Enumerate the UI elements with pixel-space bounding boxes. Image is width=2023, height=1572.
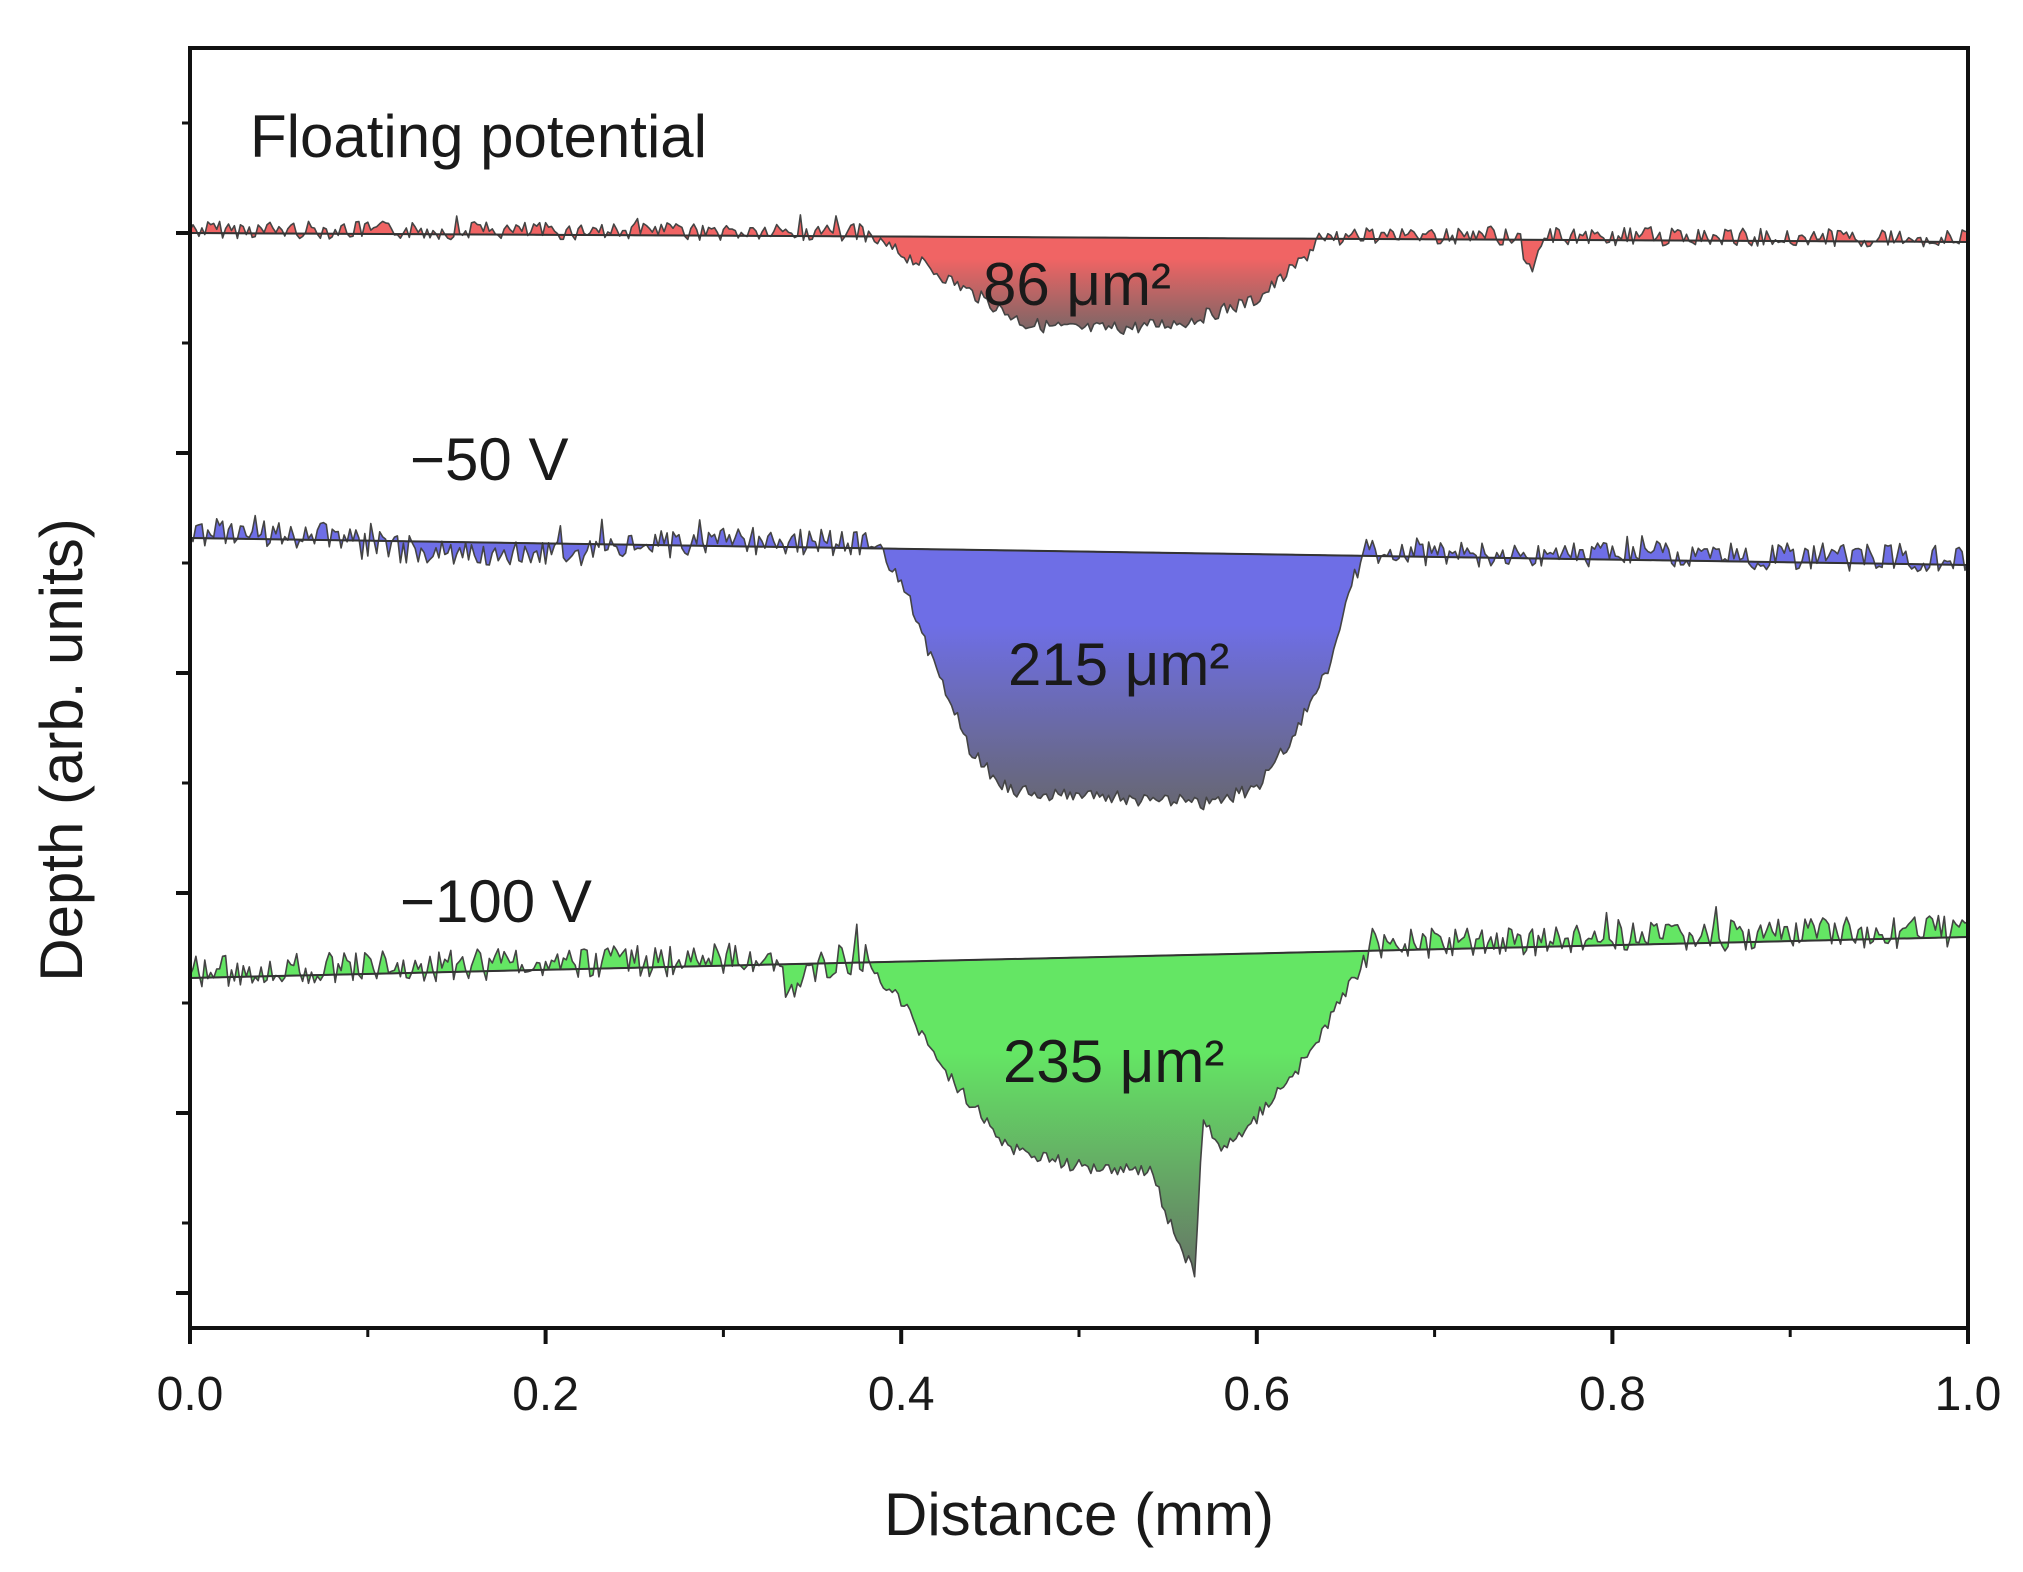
area-label-minus-100v: 235 μm² [1003,1028,1224,1095]
series-baseline-2 [189,936,1969,979]
series-fills [189,214,1969,1278]
series-label-minus-100v: −100 V [400,868,592,935]
series-label-minus-50v: −50 V [410,426,568,493]
area-label-minus-50v: 215 μm² [1008,631,1229,698]
x-tick-label: 1.0 [1935,1368,2002,1421]
x-tick-label: 0.8 [1579,1368,1646,1421]
series-baseline-1 [189,537,1969,566]
series-baseline-0 [189,232,1969,243]
y-axis-title: Depth (arb. units) [28,518,95,982]
x-tick-label: 0.4 [868,1368,935,1421]
x-tick-label: 0.6 [1223,1368,1290,1421]
x-axis-title: Distance (mm) [884,1481,1274,1548]
x-tick-label: 0.0 [157,1368,224,1421]
y-axis-ticks [176,121,190,1295]
x-tick-label: 0.2 [512,1368,579,1421]
area-label-floating: 86 μm² [983,251,1171,318]
series-label-floating: Floating potential [250,103,707,170]
x-axis-ticks: 0.0 0.2 0.4 0.6 0.8 1.0 [157,1328,2002,1421]
